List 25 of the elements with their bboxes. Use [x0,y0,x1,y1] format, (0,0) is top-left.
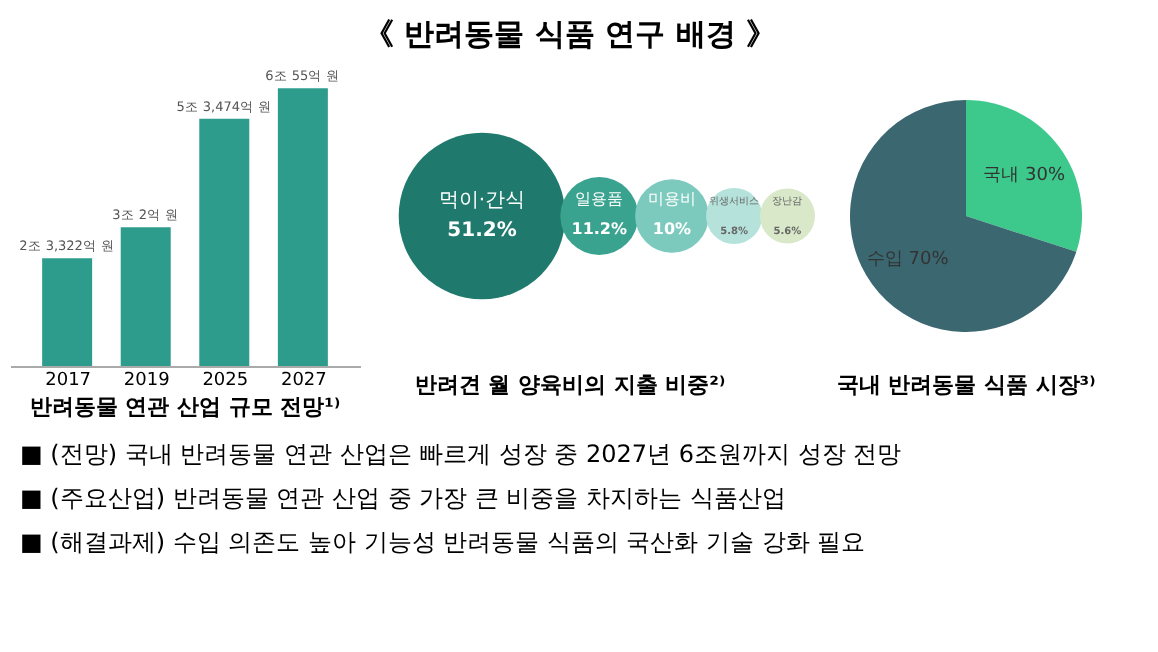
bar [277,88,328,366]
text: 반려견 월 양육비의 지출 비중²⁾ [414,372,726,398]
category-label: 일용품 [575,190,624,208]
text: 《 반려동물 식품 연구 배경 》 [363,16,777,52]
category-label: 먹이·간식 [438,190,526,212]
text: 반려동물 연관 산업 규모 전망¹⁾ [29,394,341,420]
bar [120,227,171,366]
x-tick-label: 2025 [202,371,249,391]
x-tick-label: 2017 [45,371,92,391]
pie-slice [850,100,1077,332]
text: ■ (주요산업) 반려동물 연관 산업 중 가장 큰 비중을 차지하는 식품산업 [20,484,786,512]
x-tick-label: 2019 [123,371,171,391]
bar [199,118,250,366]
text: 국내 반려동물 식품 시장³⁾ [836,372,1096,398]
bar [42,258,93,366]
text: ■ (해결과제) 수입 의존도 높아 기능성 반려동물 식품의 국산화 기술 강화 필요 [20,528,866,556]
slice-label: 국내 30% [983,165,1066,186]
slice-label: 수입 70% [866,250,950,271]
category-label: 미용비 [647,190,696,208]
data-label: 10% [652,220,692,238]
x-tick-label: 2027 [280,371,327,391]
data-label: 51.2% [447,220,517,242]
pie-slice [966,100,1082,252]
text: ■ (전망) 국내 반려동물 연관 산업은 빠르게 성장 중 2027년 6조원까지 성장 전망 [20,440,902,468]
data-label: 11.2% [571,220,628,238]
